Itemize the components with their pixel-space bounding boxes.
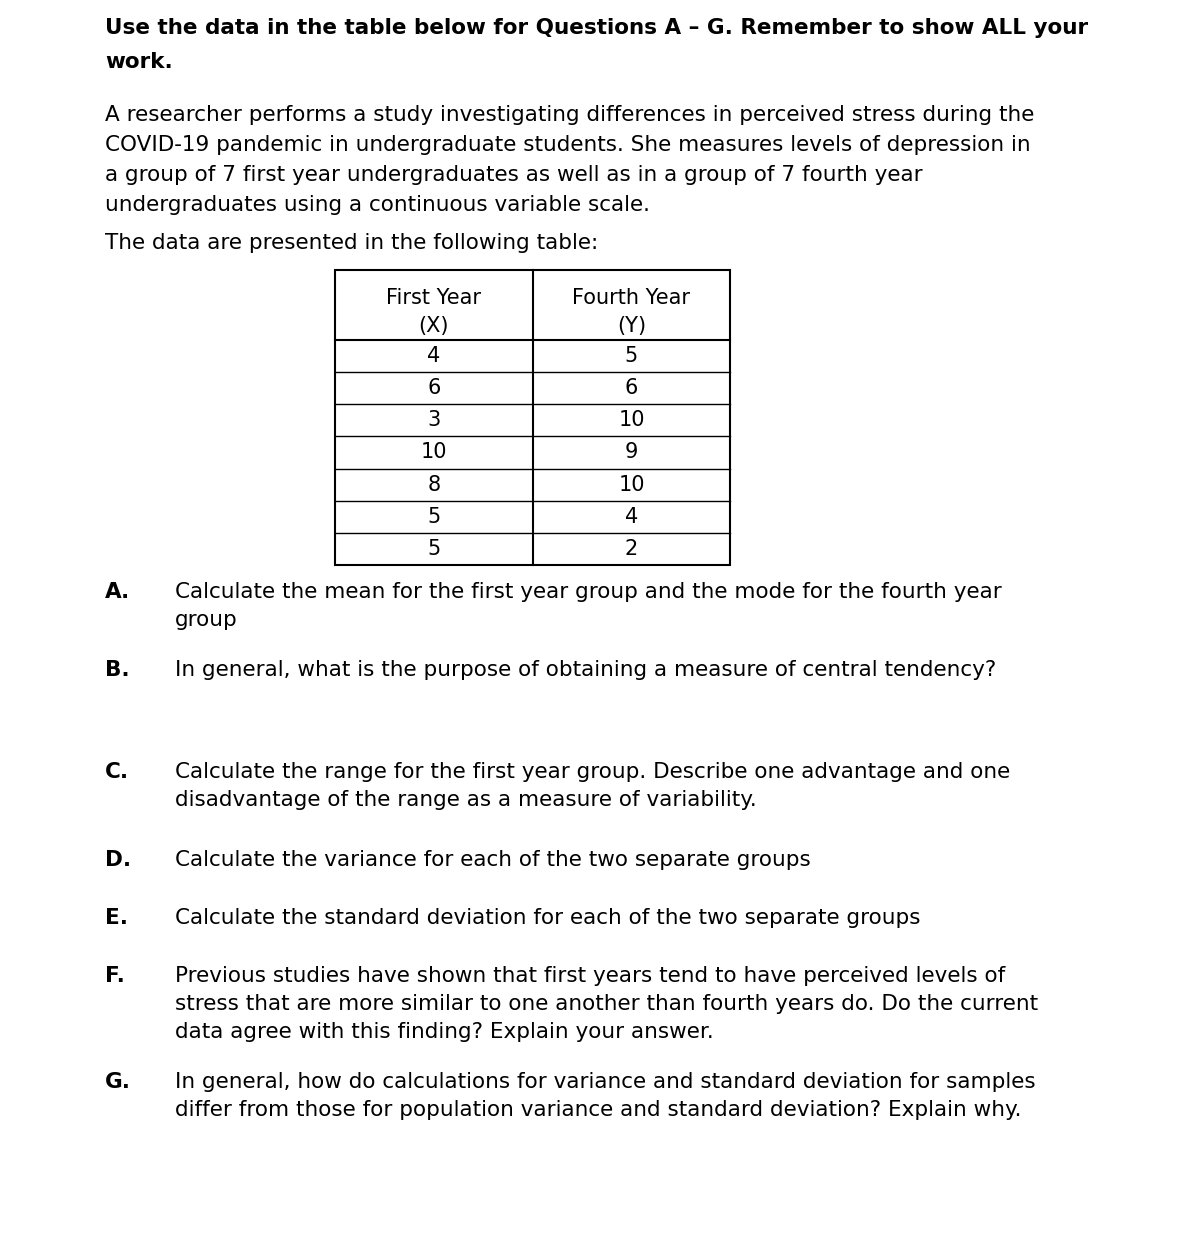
Text: D.: D. — [106, 850, 131, 870]
Text: 10: 10 — [618, 411, 644, 430]
Text: 10: 10 — [421, 443, 448, 463]
Text: A researcher performs a study investigating differences in perceived stress duri: A researcher performs a study investigat… — [106, 105, 1034, 125]
Text: G.: G. — [106, 1072, 131, 1092]
Text: (Y): (Y) — [617, 315, 646, 336]
Text: Calculate the mean for the first year group and the mode for the fourth year
gro: Calculate the mean for the first year gr… — [175, 581, 1002, 630]
Text: A.: A. — [106, 581, 131, 602]
Text: 3: 3 — [427, 411, 440, 430]
Text: 5: 5 — [427, 539, 440, 559]
Text: B.: B. — [106, 661, 130, 680]
Text: 5: 5 — [427, 507, 440, 527]
Text: 2: 2 — [625, 539, 638, 559]
Text: 4: 4 — [625, 507, 638, 527]
Text: COVID-19 pandemic in undergraduate students. She measures levels of depression i: COVID-19 pandemic in undergraduate stude… — [106, 135, 1031, 155]
Bar — [335, 270, 730, 565]
Text: work.: work. — [106, 52, 173, 72]
Text: 4: 4 — [427, 346, 440, 366]
Text: Fourth Year: Fourth Year — [572, 288, 690, 308]
Text: (X): (X) — [419, 315, 449, 336]
Text: E.: E. — [106, 908, 128, 928]
Text: C.: C. — [106, 762, 130, 782]
Text: Calculate the range for the first year group. Describe one advantage and one
dis: Calculate the range for the first year g… — [175, 762, 1010, 810]
Text: 6: 6 — [427, 379, 440, 398]
Text: First Year: First Year — [386, 288, 481, 308]
Text: 8: 8 — [427, 475, 440, 495]
Text: 9: 9 — [625, 443, 638, 463]
Text: In general, what is the purpose of obtaining a measure of central tendency?​: In general, what is the purpose of obtai… — [175, 661, 996, 680]
Text: undergraduates using a continuous variable scale.: undergraduates using a continuous variab… — [106, 195, 650, 215]
Text: F.: F. — [106, 966, 125, 986]
Text: Calculate the standard deviation for each of the two separate groups: Calculate the standard deviation for eac… — [175, 908, 920, 928]
Text: Use the data in the table below for Questions A – G. Remember to show ALL your: Use the data in the table below for Ques… — [106, 19, 1088, 38]
Text: In general, how do calculations for variance and standard deviation for samples
: In general, how do calculations for vari… — [175, 1072, 1036, 1119]
Text: Previous studies have shown that first years tend to have perceived levels of
st: Previous studies have shown that first y… — [175, 966, 1038, 1042]
Text: The data are presented in the following table:: The data are presented in the following … — [106, 233, 599, 254]
Text: 10: 10 — [618, 475, 644, 495]
Text: 6: 6 — [625, 379, 638, 398]
Text: Calculate the variance for each of the two separate groups: Calculate the variance for each of the t… — [175, 850, 811, 870]
Text: 5: 5 — [625, 346, 638, 366]
Text: a group of 7 first year undergraduates as well as in a group of 7 fourth year: a group of 7 first year undergraduates a… — [106, 165, 923, 186]
